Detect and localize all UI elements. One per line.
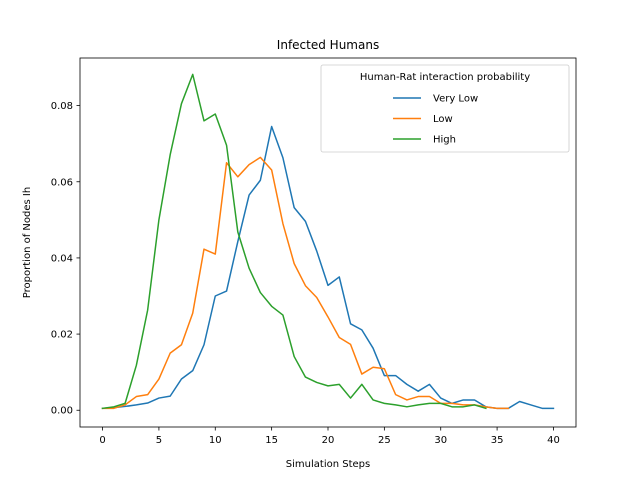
x-tick-label-6: 30 xyxy=(434,435,447,446)
x-tick-label-8: 40 xyxy=(547,435,560,446)
x-tick-label-7: 35 xyxy=(491,435,504,446)
y-tick-label-3: 0.06 xyxy=(51,177,73,188)
y-tick-label-2: 0.04 xyxy=(51,253,73,264)
x-tick-label-5: 25 xyxy=(378,435,391,446)
y-tick-label-0: 0.00 xyxy=(51,406,73,417)
legend-label-0: Very Low xyxy=(433,94,478,105)
legend-title: Human-Rat interaction probability xyxy=(360,72,530,83)
x-axis: 0 5 10 15 20 25 30 35 40 xyxy=(99,427,560,446)
series-line-0 xyxy=(101,125,555,410)
x-tick-label-3: 15 xyxy=(265,435,278,446)
x-axis-label: Simulation Steps xyxy=(286,459,370,470)
series-line-2 xyxy=(101,73,487,410)
x-tick-label-2: 10 xyxy=(209,435,222,446)
legend: Human-Rat interaction probability Very L… xyxy=(320,64,570,153)
legend-label-2: High xyxy=(433,135,456,146)
x-tick-label-0: 0 xyxy=(99,435,105,446)
y-tick-label-1: 0.02 xyxy=(51,330,73,341)
y-axis: 0.00 0.02 0.04 0.06 0.08 xyxy=(51,101,80,417)
legend-box xyxy=(320,64,570,153)
x-tick-label-1: 5 xyxy=(156,435,162,446)
legend-label-1: Low xyxy=(433,114,453,125)
plot-lines xyxy=(101,73,555,410)
y-tick-label-4: 0.08 xyxy=(51,101,73,112)
chart-title: Infected Humans xyxy=(277,38,379,52)
legend-entries: Very Low Low High xyxy=(393,94,478,146)
x-tick-label-4: 20 xyxy=(322,435,335,446)
y-axis-label: Proportion of Nodes Ih xyxy=(22,187,33,298)
